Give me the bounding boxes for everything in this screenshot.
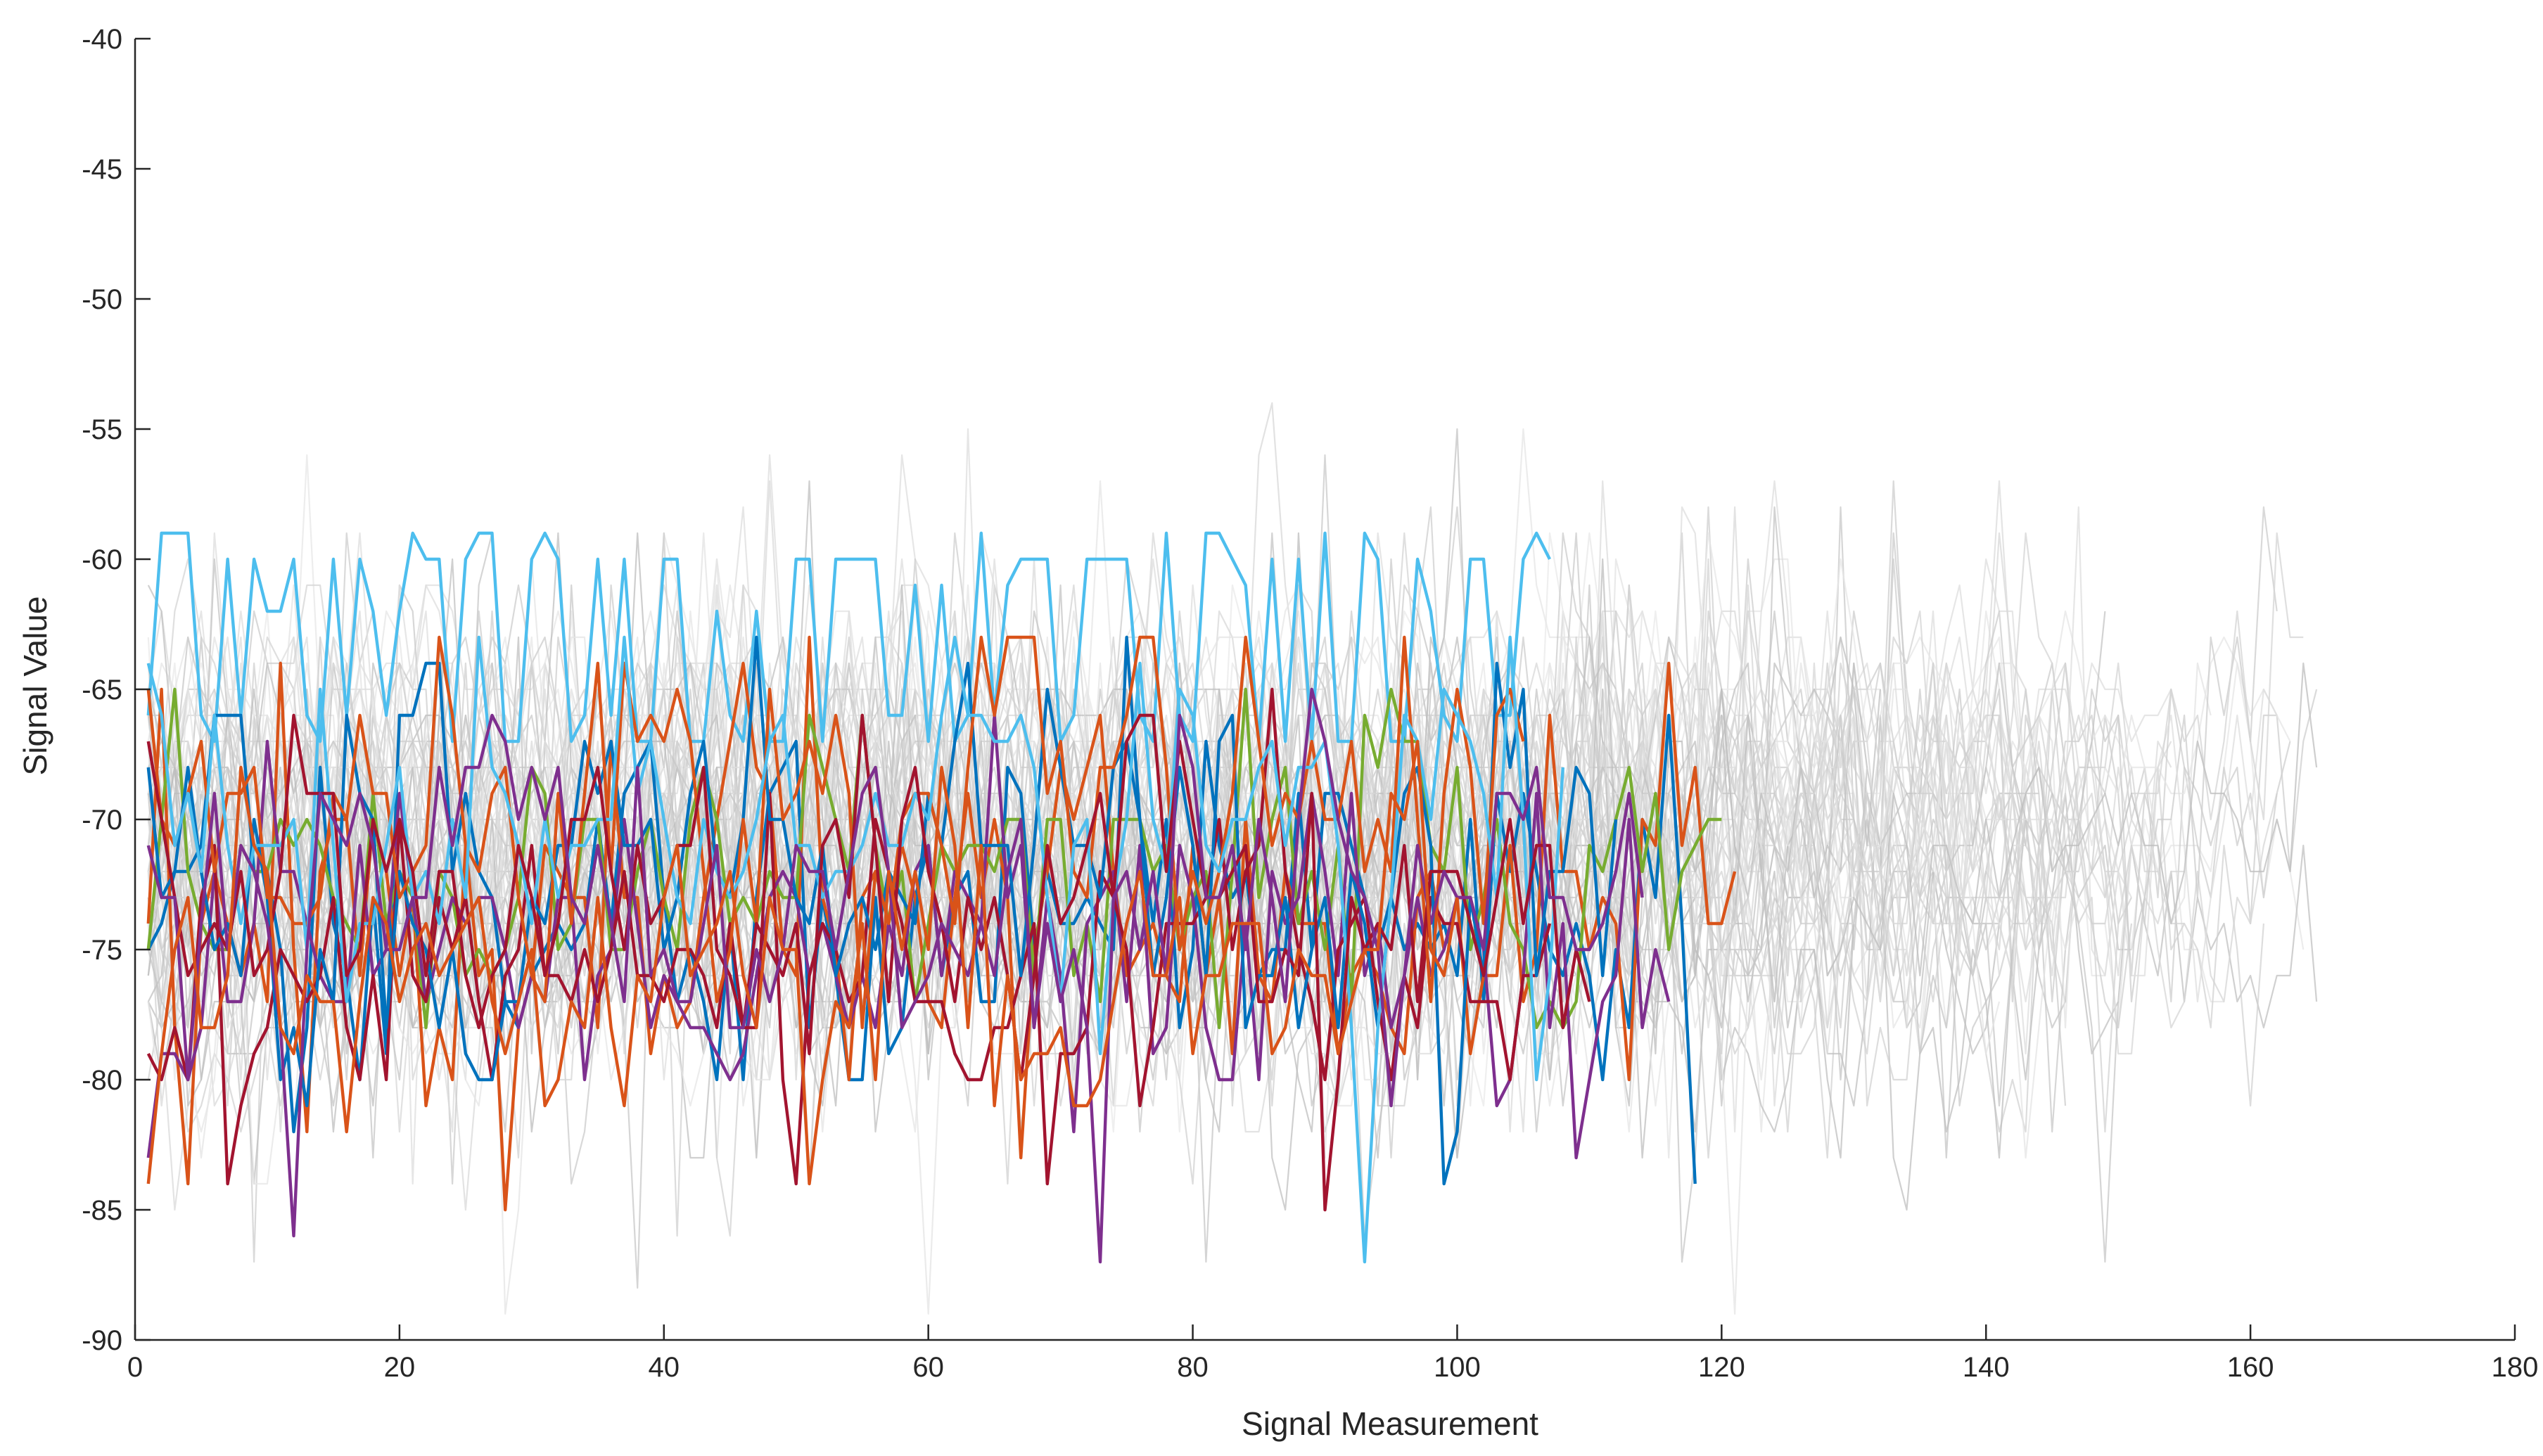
x-tick-label: 40 — [649, 1352, 680, 1383]
y-tick-label: -85 — [82, 1195, 122, 1226]
x-tick-label: 100 — [1434, 1352, 1481, 1383]
x-tick-label: 60 — [912, 1352, 944, 1383]
background-series-line — [147, 532, 2120, 1289]
y-tick-label: -50 — [82, 284, 122, 315]
x-tick-label: 20 — [384, 1352, 416, 1383]
series-layer — [146, 402, 2318, 1315]
series-line-1 — [146, 531, 1551, 743]
x-tick-label: 160 — [2227, 1352, 2274, 1383]
x-tick-label: 120 — [1698, 1352, 1745, 1383]
x-tick-label: 0 — [127, 1352, 143, 1383]
y-axis-label: Signal Value — [17, 596, 53, 776]
y-tick-label: -70 — [82, 805, 122, 836]
x-tick-label: 140 — [1963, 1352, 2010, 1383]
series-line-6 — [146, 687, 1552, 1186]
series-line-8 — [146, 635, 1525, 1030]
ticks: 0 20 40 60 80 100 120 140 160 180 -40 -45 -50 -55 -60 -… — [82, 24, 2538, 1383]
x-tick-label: 180 — [2492, 1352, 2539, 1383]
series-line-4 — [146, 687, 1722, 1030]
series-line-12 — [146, 739, 1459, 1186]
y-tick-label: -45 — [82, 154, 122, 185]
series-line-11 — [146, 687, 1644, 1264]
y-tick-label: -65 — [82, 675, 122, 705]
y-tick-label: -60 — [82, 544, 122, 575]
y-tick-label: -55 — [82, 414, 122, 445]
y-tick-label: -75 — [82, 935, 122, 966]
x-axis-label: Signal Measurement — [1242, 1405, 1538, 1442]
y-tick-label: -80 — [82, 1065, 122, 1096]
background-series-line — [147, 610, 1749, 1003]
series-line-5 — [146, 713, 1671, 1160]
background-series-line — [147, 480, 1881, 1055]
y-tick-label: -90 — [82, 1325, 122, 1356]
background-series-line — [147, 896, 1670, 1185]
y-tick-label: -40 — [82, 24, 122, 55]
background-series-line — [147, 532, 2304, 1081]
x-tick-label: 80 — [1177, 1352, 1209, 1383]
